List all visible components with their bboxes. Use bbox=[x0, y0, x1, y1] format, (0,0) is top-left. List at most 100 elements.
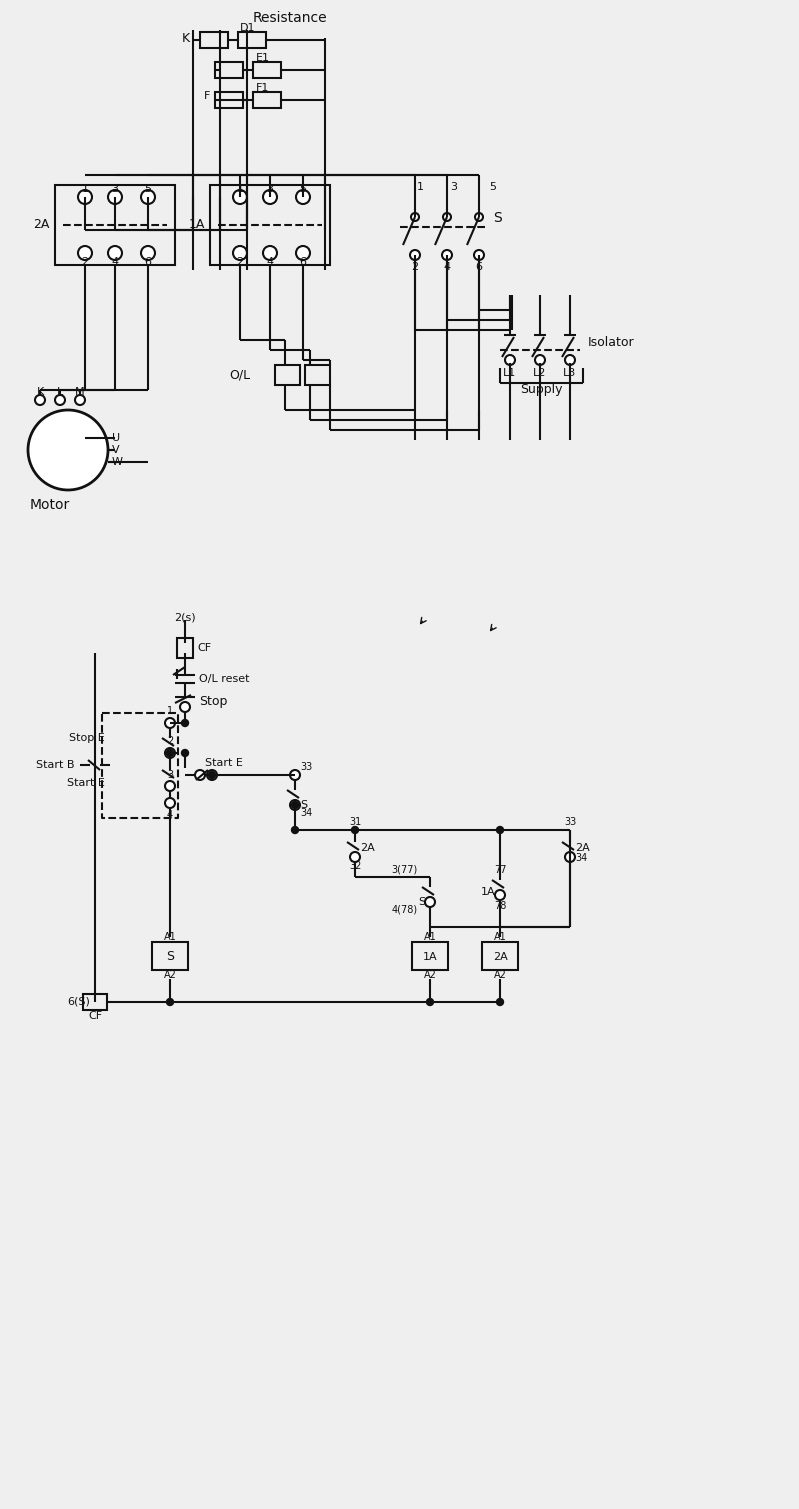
Text: Isolator: Isolator bbox=[588, 337, 634, 350]
Circle shape bbox=[233, 246, 247, 260]
Text: Motor: Motor bbox=[30, 498, 70, 512]
Bar bbox=[482, 942, 518, 970]
Text: K: K bbox=[37, 386, 44, 397]
Circle shape bbox=[474, 250, 484, 260]
Circle shape bbox=[425, 896, 435, 907]
Text: Stop: Stop bbox=[199, 694, 228, 708]
Circle shape bbox=[35, 395, 45, 404]
Circle shape bbox=[505, 355, 515, 365]
Circle shape bbox=[496, 827, 503, 833]
Circle shape bbox=[292, 827, 299, 833]
Text: 4: 4 bbox=[111, 257, 118, 267]
Text: 3: 3 bbox=[267, 184, 273, 195]
Text: A2: A2 bbox=[494, 970, 507, 979]
Text: O/L: O/L bbox=[229, 368, 250, 382]
Text: 1A: 1A bbox=[189, 219, 205, 231]
Circle shape bbox=[290, 800, 300, 810]
Circle shape bbox=[209, 771, 216, 779]
Circle shape bbox=[352, 827, 359, 833]
Circle shape bbox=[292, 801, 299, 809]
Circle shape bbox=[141, 246, 155, 260]
Text: 5: 5 bbox=[489, 183, 496, 192]
Text: 3: 3 bbox=[112, 184, 118, 195]
Text: 34: 34 bbox=[300, 807, 312, 818]
Text: 6: 6 bbox=[300, 257, 307, 267]
Circle shape bbox=[290, 770, 300, 780]
Text: A1: A1 bbox=[164, 933, 177, 942]
Text: Start B: Start B bbox=[37, 761, 75, 770]
Text: 2A: 2A bbox=[360, 844, 375, 853]
Text: 1A: 1A bbox=[423, 952, 437, 963]
Text: 1: 1 bbox=[417, 183, 424, 192]
Text: F1: F1 bbox=[256, 83, 270, 94]
Text: A2: A2 bbox=[164, 970, 177, 979]
Circle shape bbox=[263, 246, 277, 260]
Text: D1: D1 bbox=[240, 23, 256, 33]
Text: F: F bbox=[204, 91, 210, 101]
Text: 31: 31 bbox=[349, 816, 361, 827]
Text: 33: 33 bbox=[564, 816, 576, 827]
Text: S: S bbox=[166, 951, 174, 964]
Bar bbox=[215, 92, 243, 109]
Bar bbox=[200, 32, 228, 48]
Bar bbox=[210, 186, 330, 266]
Text: 2: 2 bbox=[167, 736, 173, 745]
Text: 3: 3 bbox=[450, 183, 457, 192]
Text: U: U bbox=[112, 433, 120, 444]
Text: CF: CF bbox=[88, 1011, 102, 1022]
Bar bbox=[412, 942, 448, 970]
Text: E1: E1 bbox=[256, 53, 270, 63]
Circle shape bbox=[410, 250, 420, 260]
Text: L: L bbox=[57, 386, 63, 397]
Circle shape bbox=[495, 890, 505, 899]
Text: 2A: 2A bbox=[575, 844, 590, 853]
Text: 6(S): 6(S) bbox=[67, 997, 90, 1007]
Bar bbox=[275, 365, 300, 385]
Circle shape bbox=[565, 355, 575, 365]
Circle shape bbox=[55, 395, 65, 404]
Circle shape bbox=[233, 190, 247, 204]
Text: 4: 4 bbox=[167, 810, 173, 819]
Text: 33: 33 bbox=[300, 762, 312, 773]
Circle shape bbox=[165, 718, 175, 727]
Text: A1: A1 bbox=[423, 933, 436, 942]
Text: W: W bbox=[112, 457, 123, 466]
Text: 4: 4 bbox=[266, 257, 273, 267]
Text: Start E: Start E bbox=[205, 758, 243, 768]
Circle shape bbox=[442, 250, 452, 260]
Text: A1: A1 bbox=[494, 933, 507, 942]
Circle shape bbox=[166, 750, 173, 756]
Circle shape bbox=[195, 770, 205, 780]
Text: 1: 1 bbox=[167, 706, 173, 715]
Text: 3: 3 bbox=[167, 770, 173, 780]
Text: O/L reset: O/L reset bbox=[199, 675, 249, 684]
Circle shape bbox=[263, 190, 277, 204]
Circle shape bbox=[427, 999, 434, 1005]
Text: K: K bbox=[182, 32, 190, 44]
Text: 2: 2 bbox=[237, 257, 244, 267]
Text: 3(77): 3(77) bbox=[392, 865, 418, 875]
Text: V: V bbox=[112, 445, 120, 456]
Text: 5: 5 bbox=[145, 184, 152, 195]
Circle shape bbox=[166, 999, 173, 1005]
Text: L1: L1 bbox=[503, 368, 517, 377]
Circle shape bbox=[75, 395, 85, 404]
Bar bbox=[152, 942, 188, 970]
Circle shape bbox=[475, 213, 483, 220]
Circle shape bbox=[165, 748, 175, 758]
Bar bbox=[55, 186, 175, 266]
Text: 4(78): 4(78) bbox=[392, 905, 418, 914]
Text: 1A: 1A bbox=[480, 887, 495, 896]
Bar bbox=[253, 92, 281, 109]
Text: CF: CF bbox=[197, 643, 211, 653]
Circle shape bbox=[141, 190, 155, 204]
Text: 2: 2 bbox=[411, 263, 419, 272]
Text: 4: 4 bbox=[443, 263, 451, 272]
Bar bbox=[305, 365, 330, 385]
Text: S: S bbox=[418, 896, 425, 907]
Bar bbox=[253, 62, 281, 78]
Text: 78: 78 bbox=[494, 901, 507, 911]
Circle shape bbox=[496, 999, 503, 1005]
Circle shape bbox=[181, 750, 189, 756]
Circle shape bbox=[207, 770, 217, 780]
